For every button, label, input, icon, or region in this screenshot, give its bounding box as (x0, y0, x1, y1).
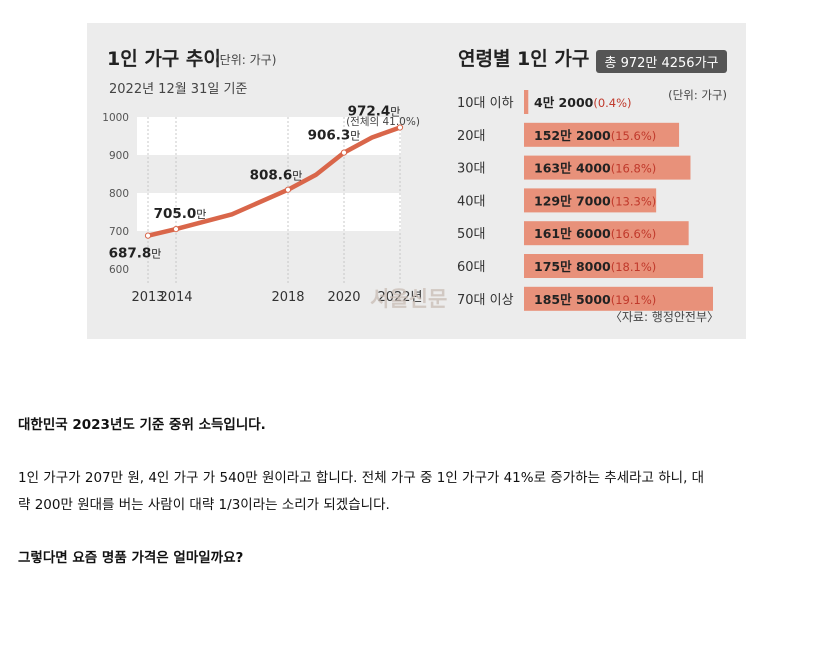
data-point (340, 149, 348, 156)
peak-note: (전체의 41.0%) (346, 116, 420, 128)
bar-category-label: 70대 이상 (457, 293, 514, 308)
data-label: 972.4만 (348, 103, 401, 119)
bar-category-label: 60대 (457, 260, 486, 275)
y-tick-label: 1000 (102, 112, 129, 124)
bar-value-label: 163만 4000(16.8%) (534, 161, 656, 176)
line-series (145, 125, 403, 238)
line-chart-title: 1인 가구 추이 (107, 48, 221, 70)
infographic-svg: 1인 가구 추이 (단위: 가구) 2022년 12월 31일 기준 600 70… (102, 48, 727, 324)
data-point (396, 124, 404, 131)
source-note: 〈자료: 행정안전부〉 (610, 309, 719, 324)
bar (524, 221, 689, 246)
article-paragraph-line2: 략 200만 원대를 버는 사람이 대략 1/3이라는 소리가 되겠습니다. (18, 497, 390, 513)
y-axis: 600 700 800 900 1000 (102, 112, 129, 276)
bar (524, 155, 691, 180)
bar-value-label: 161만 6000(16.6%) (534, 226, 656, 241)
data-point (284, 186, 292, 193)
bar (524, 122, 680, 147)
x-tick-label: 2014 (159, 290, 192, 305)
y-tick-label: 900 (109, 150, 129, 162)
x-tick-label: 2018 (271, 290, 304, 305)
data-label: 705.0만 (154, 206, 207, 222)
bar-category-label: 10대 이하 (457, 96, 514, 111)
y-tick-label: 700 (109, 226, 129, 238)
bar (524, 90, 529, 114)
article: 대한민국 2023년도 기준 중위 소득입니다. 1인 가구가 207만 원, … (18, 412, 818, 572)
bar-category-label: 40대 (457, 194, 486, 209)
data-point (172, 226, 180, 233)
bar-category-label: 20대 (457, 129, 486, 144)
bar-category-label: 30대 (457, 162, 486, 177)
x-tick-label: 2013 (131, 290, 164, 305)
bars: 10대 이하 4만 2000(0.4%) 20대 152만 2000(15.6%) 30… (457, 90, 713, 311)
total-badge (596, 50, 727, 73)
line-chart-date-note: 2022년 12월 31일 기준 (109, 82, 247, 97)
line-chart: 1인 가구 추이 (단위: 가구) 2022년 12월 31일 기준 600 70… (102, 48, 447, 311)
bar-value-label: 4만 2000(0.4%) (534, 95, 632, 110)
article-question: 그렇다면 요즘 명품 가격은 얼마일까요? (18, 550, 244, 566)
bar (524, 188, 657, 213)
trend-line (145, 125, 403, 238)
bar-category-label: 50대 (457, 227, 486, 242)
infographic: 1인 가구 추이 (단위: 가구) 2022년 12월 31일 기준 600 70… (87, 23, 746, 339)
x-tick-label: 2020 (327, 290, 360, 305)
data-label: 687.8만 (109, 246, 162, 262)
x-tick-label: 2022년 (377, 290, 422, 305)
bar-value-label: 152만 2000(15.6%) (534, 128, 656, 143)
bar (524, 254, 704, 278)
bar (524, 286, 713, 311)
data-point (144, 232, 152, 239)
bar-chart-title: 연령별 1인 가구 (458, 48, 589, 70)
data-label: 808.6만 (250, 168, 303, 184)
bar-value-label: 175만 8000(18.1%) (534, 259, 656, 274)
y-tick-label: 800 (109, 188, 129, 200)
data-label: 906.3만 (308, 128, 361, 144)
bar-chart-unit: (단위: 가구) (668, 88, 727, 102)
article-paragraph-line1: 1인 가구가 207만 원, 4인 가구 가 540만 원이라고 합니다. 전체… (18, 470, 705, 486)
total-badge-text: 총 972만 4256가구 (604, 56, 718, 71)
line-chart-unit: (단위: 가구) (215, 53, 276, 67)
point-labels: 687.8만 705.0만 808.6만 906.3만 972.4만 (109, 103, 404, 262)
y-tick-label: 600 (109, 264, 129, 276)
bar-value-label: 185만 5000(19.1%) (534, 292, 656, 307)
chart-band-900-1000 (137, 117, 401, 155)
bar-value-label: 129만 7000(13.3%) (534, 193, 656, 208)
article-heading: 대한민국 2023년도 기준 중위 소득입니다. (18, 417, 266, 433)
watermark: 서울신문 (370, 287, 447, 311)
bar-chart: 연령별 1인 가구 총 972만 4256가구 (단위: 가구) 10대 이하 4… (457, 48, 727, 324)
